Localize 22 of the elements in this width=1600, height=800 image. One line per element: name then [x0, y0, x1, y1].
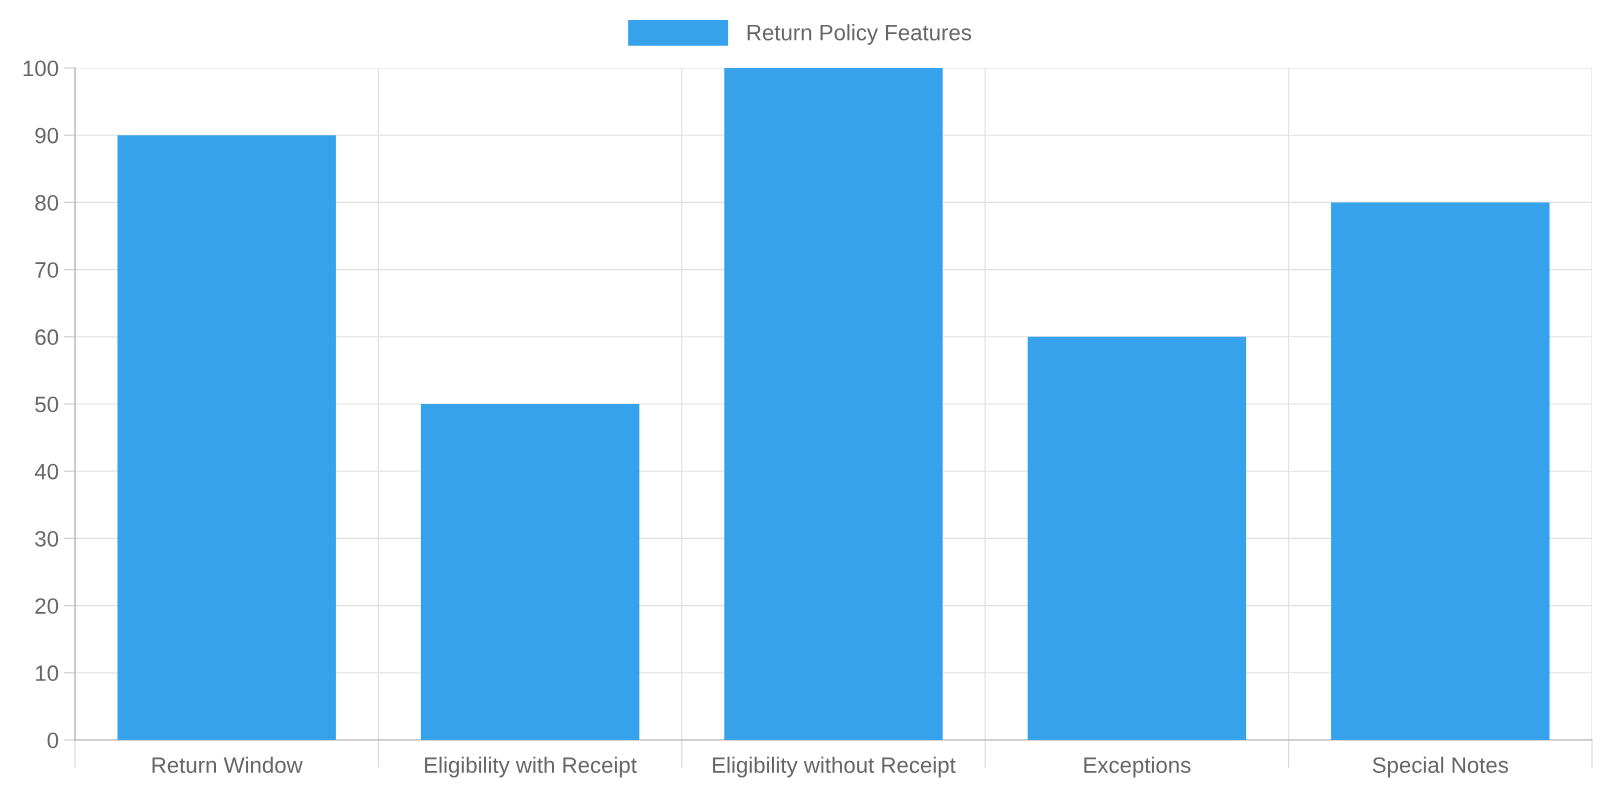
bar	[724, 68, 943, 740]
x-tick-label: Special Notes	[1372, 756, 1509, 778]
y-tick-label: 90	[35, 127, 59, 144]
y-tick-label: 20	[35, 598, 59, 614]
y-tick-label: 80	[35, 194, 59, 211]
y-tick-label: 100	[23, 60, 59, 77]
legend-label: Return Policy Features	[747, 24, 972, 45]
bar	[420, 404, 640, 740]
y-tick-label: 70	[35, 262, 59, 278]
bar	[1027, 336, 1247, 740]
x-tick-label: Eligibility without Receipt	[713, 756, 956, 778]
y-tick-label: 40	[34, 463, 59, 480]
y-tick-label: 10	[36, 665, 59, 682]
x-tick-label: Return Window	[152, 756, 303, 773]
bar	[1331, 202, 1550, 740]
y-tick-label: 30	[35, 530, 59, 547]
y-tick-label: 50	[35, 396, 59, 413]
x-tick-label: Eligibility with Receipt	[425, 756, 637, 778]
x-tick-label: Exceptions	[1084, 756, 1191, 778]
y-tick-label: 0	[47, 732, 59, 749]
y-tick-label: 60	[35, 329, 59, 346]
bar	[117, 135, 336, 740]
